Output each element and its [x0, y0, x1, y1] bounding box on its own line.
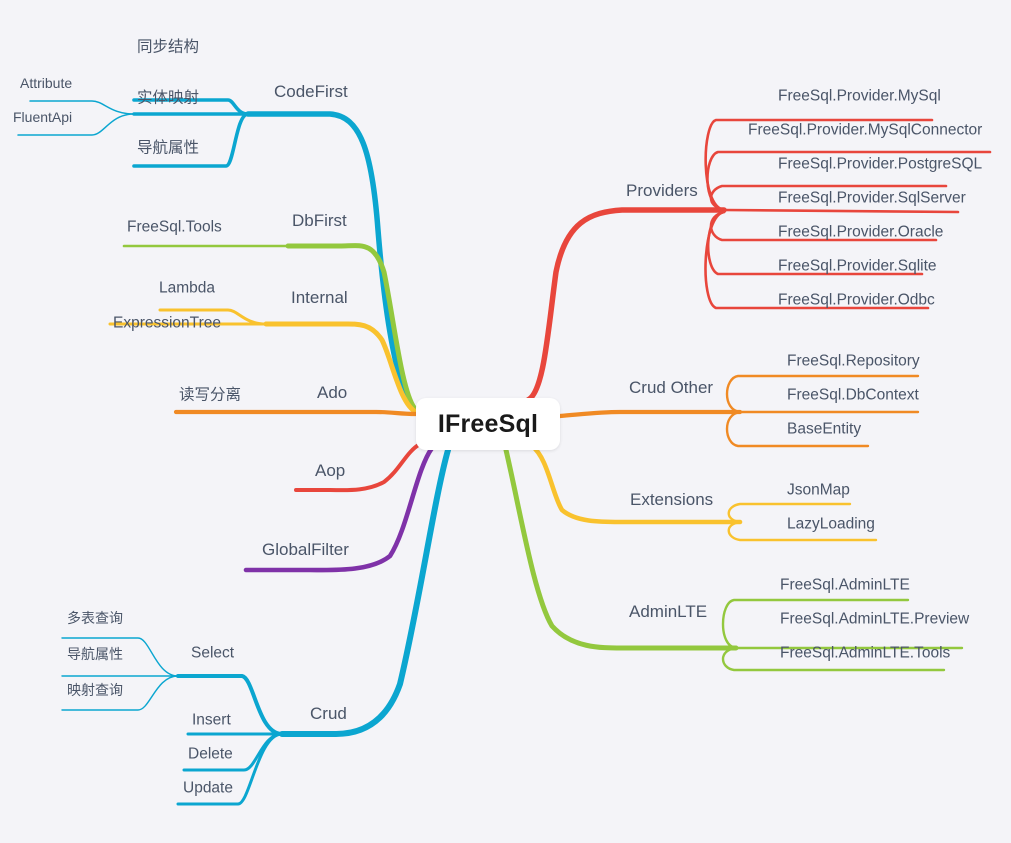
node-nav-property-codefirst-label: 导航属性 — [137, 139, 200, 157]
node-provider-mysqlconnector-label: FreeSql.Provider.MySqlConnector — [748, 121, 983, 139]
edge-root-codefirst — [245, 111, 419, 413]
node-entity-mapping-label: 实体映射 — [137, 89, 200, 107]
node-expression-tree-label: ExpressionTree — [113, 314, 221, 332]
node-freesql-adminlte-label: FreeSql.AdminLTE — [780, 576, 910, 594]
node-freesql-adminlte[interactable]: FreeSql.AdminLTE — [780, 576, 910, 594]
node-ado[interactable]: Ado — [317, 384, 347, 401]
node-provider-mysql-label: FreeSql.Provider.MySql — [778, 87, 941, 105]
node-internal-label: Internal — [291, 288, 348, 307]
node-providers[interactable]: Providers — [626, 182, 698, 199]
node-provider-postgresql[interactable]: FreeSql.Provider.PostgreSQL — [778, 155, 983, 173]
node-attribute[interactable]: Attribute — [20, 76, 72, 90]
node-dbfirst-label: DbFirst — [292, 211, 347, 230]
node-provider-sqlserver-label: FreeSql.Provider.SqlServer — [778, 189, 966, 207]
node-crud-other-label: Crud Other — [629, 378, 714, 397]
node-baseentity[interactable]: BaseEntity — [787, 420, 862, 438]
node-multi-table-query[interactable]: 多表查询 — [67, 611, 123, 625]
node-dbfirst[interactable]: DbFirst — [292, 212, 347, 229]
node-select-label: Select — [191, 644, 235, 662]
node-freesql-adminlte-tools[interactable]: FreeSql.AdminLTE.Tools — [780, 644, 951, 662]
edge-root-crudother — [557, 409, 743, 419]
node-jsonmap-label: JsonMap — [787, 481, 850, 499]
node-lambda[interactable]: Lambda — [159, 279, 216, 297]
node-lambda-label: Lambda — [159, 279, 216, 297]
node-nav-property-codefirst[interactable]: 导航属性 — [137, 139, 200, 157]
node-update[interactable]: Update — [183, 779, 233, 797]
node-provider-postgresql-label: FreeSql.Provider.PostgreSQL — [778, 155, 983, 173]
node-internal[interactable]: Internal — [291, 289, 348, 306]
node-globalfilter[interactable]: GlobalFilter — [262, 541, 349, 558]
node-nav-property-crud[interactable]: 导航属性 — [67, 647, 123, 661]
node-jsonmap[interactable]: JsonMap — [787, 481, 850, 499]
node-insert[interactable]: Insert — [192, 711, 231, 729]
node-crud-other[interactable]: Crud Other — [629, 379, 713, 396]
node-freesql-dbcontext-label: FreeSql.DbContext — [787, 386, 919, 404]
node-provider-oracle[interactable]: FreeSql.Provider.Oracle — [778, 223, 944, 241]
edge-providers-sqlserver — [722, 208, 960, 214]
node-entity-mapping[interactable]: 实体映射 — [137, 89, 200, 107]
node-adminlte[interactable]: AdminLTE — [629, 603, 707, 620]
node-freesql-adminlte-preview-label: FreeSql.AdminLTE.Preview — [780, 610, 970, 628]
node-provider-sqlite-label: FreeSql.Provider.Sqlite — [778, 257, 937, 275]
node-globalfilter-label: GlobalFilter — [262, 540, 349, 559]
node-fluentapi[interactable]: FluentApi — [13, 110, 72, 124]
node-provider-odbc[interactable]: FreeSql.Provider.Odbc — [778, 291, 935, 309]
node-codefirst[interactable]: CodeFirst — [274, 83, 348, 100]
node-read-write-split-label: 读写分离 — [179, 386, 242, 404]
node-mapping-query[interactable]: 映射查询 — [67, 683, 123, 697]
node-lazyloading-label: LazyLoading — [787, 515, 875, 533]
node-sync-structure[interactable]: 同步结构 — [137, 38, 200, 56]
node-delete-label: Delete — [188, 745, 233, 763]
node-sync-structure-label: 同步结构 — [137, 38, 200, 56]
node-insert-label: Insert — [192, 711, 231, 729]
node-multi-table-query-label: 多表查询 — [67, 610, 123, 626]
edge-root-ado — [173, 409, 419, 417]
node-provider-mysqlconnector[interactable]: FreeSql.Provider.MySqlConnector — [748, 121, 983, 139]
node-crud[interactable]: Crud — [310, 705, 347, 722]
node-aop[interactable]: Aop — [315, 462, 345, 479]
node-select[interactable]: Select — [191, 644, 235, 662]
edge-root-providers — [525, 207, 727, 403]
node-mapping-query-label: 映射查询 — [67, 682, 123, 698]
node-freesql-dbcontext[interactable]: FreeSql.DbContext — [787, 386, 919, 404]
node-codefirst-label: CodeFirst — [274, 82, 348, 101]
node-freesql-adminlte-tools-label: FreeSql.AdminLTE.Tools — [780, 644, 951, 662]
root-node-label: IFreeSql — [437, 409, 539, 438]
node-baseentity-label: BaseEntity — [787, 420, 862, 438]
node-extensions[interactable]: Extensions — [630, 491, 713, 508]
node-fluentapi-label: FluentApi — [13, 109, 73, 125]
node-provider-oracle-label: FreeSql.Provider.Oracle — [778, 223, 944, 241]
node-adminlte-label: AdminLTE — [629, 602, 708, 621]
node-freesql-repository-label: FreeSql.Repository — [787, 352, 920, 370]
edge-root-extensions — [529, 443, 743, 525]
node-read-write-split[interactable]: 读写分离 — [179, 386, 242, 404]
node-attribute-label: Attribute — [20, 75, 73, 91]
node-freesql-tools-label: FreeSql.Tools — [127, 218, 222, 236]
node-aop-label: Aop — [315, 461, 346, 480]
root-node[interactable]: IFreeSql — [416, 398, 560, 450]
node-nav-property-crud-label: 导航属性 — [67, 646, 123, 662]
node-freesql-repository[interactable]: FreeSql.Repository — [787, 352, 920, 370]
node-provider-sqlite[interactable]: FreeSql.Provider.Sqlite — [778, 257, 937, 275]
edge-root-dbfirst — [285, 243, 419, 413]
node-provider-odbc-label: FreeSql.Provider.Odbc — [778, 291, 935, 309]
node-crud-label: Crud — [310, 704, 347, 723]
edge-root-crud — [279, 447, 451, 737]
node-provider-sqlserver[interactable]: FreeSql.Provider.SqlServer — [778, 189, 966, 207]
node-extensions-label: Extensions — [630, 490, 714, 509]
node-providers-label: Providers — [626, 181, 698, 200]
node-freesql-tools[interactable]: FreeSql.Tools — [127, 218, 222, 236]
node-update-label: Update — [183, 779, 233, 797]
node-delete[interactable]: Delete — [188, 745, 233, 763]
node-expression-tree[interactable]: ExpressionTree — [113, 314, 221, 332]
node-provider-mysql[interactable]: FreeSql.Provider.MySql — [778, 87, 941, 105]
node-freesql-adminlte-preview[interactable]: FreeSql.AdminLTE.Preview — [780, 610, 970, 628]
node-lazyloading[interactable]: LazyLoading — [787, 515, 875, 533]
node-ado-label: Ado — [317, 383, 348, 402]
